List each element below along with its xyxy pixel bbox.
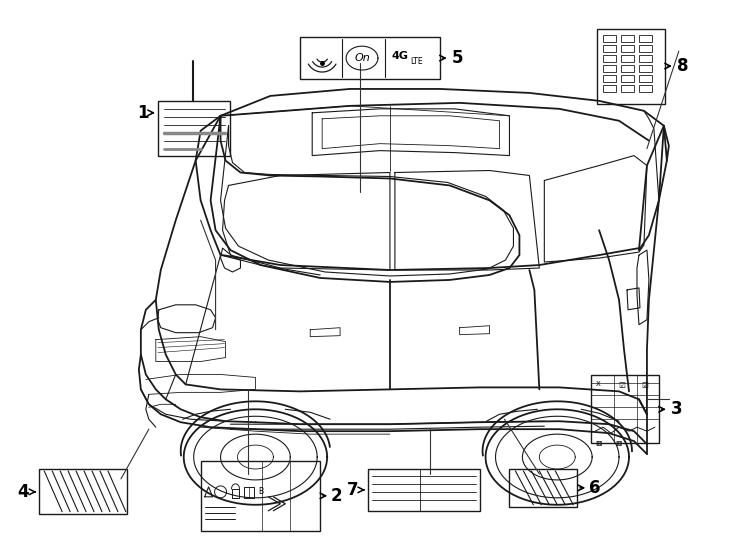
FancyBboxPatch shape <box>509 469 577 507</box>
FancyBboxPatch shape <box>639 35 652 42</box>
Text: 2: 2 <box>330 487 342 505</box>
FancyBboxPatch shape <box>39 469 127 514</box>
FancyBboxPatch shape <box>621 55 634 62</box>
FancyBboxPatch shape <box>621 75 634 82</box>
Text: ⊠: ⊠ <box>595 439 601 448</box>
Text: 4G: 4G <box>392 51 409 61</box>
FancyBboxPatch shape <box>603 65 616 72</box>
FancyBboxPatch shape <box>368 469 479 511</box>
FancyBboxPatch shape <box>621 85 634 92</box>
FancyBboxPatch shape <box>591 375 659 443</box>
Text: 8: 8 <box>677 57 688 75</box>
FancyBboxPatch shape <box>621 65 634 72</box>
Text: ⊠: ⊠ <box>615 439 622 448</box>
FancyBboxPatch shape <box>603 35 616 42</box>
FancyBboxPatch shape <box>597 29 665 104</box>
Text: On: On <box>354 53 370 63</box>
FancyBboxPatch shape <box>603 55 616 62</box>
FancyBboxPatch shape <box>603 45 616 52</box>
FancyBboxPatch shape <box>200 461 320 531</box>
FancyBboxPatch shape <box>603 85 616 92</box>
Text: ☑: ☑ <box>618 381 625 390</box>
FancyBboxPatch shape <box>639 65 652 72</box>
Text: 5: 5 <box>451 49 463 67</box>
FancyBboxPatch shape <box>621 35 634 42</box>
FancyBboxPatch shape <box>621 45 634 52</box>
FancyBboxPatch shape <box>603 75 616 82</box>
Text: 7: 7 <box>346 481 358 499</box>
FancyBboxPatch shape <box>300 37 440 79</box>
FancyBboxPatch shape <box>639 45 652 52</box>
FancyBboxPatch shape <box>639 75 652 82</box>
Text: 3: 3 <box>671 400 683 418</box>
Text: 6: 6 <box>589 479 600 497</box>
FancyBboxPatch shape <box>639 55 652 62</box>
Text: X: X <box>596 381 601 387</box>
FancyBboxPatch shape <box>158 101 230 156</box>
Text: LTE: LTE <box>410 57 423 65</box>
Text: 1: 1 <box>137 104 149 122</box>
Text: ☑: ☑ <box>641 381 648 390</box>
FancyBboxPatch shape <box>639 85 652 92</box>
Text: 4: 4 <box>18 483 29 501</box>
Text: B: B <box>258 488 264 496</box>
